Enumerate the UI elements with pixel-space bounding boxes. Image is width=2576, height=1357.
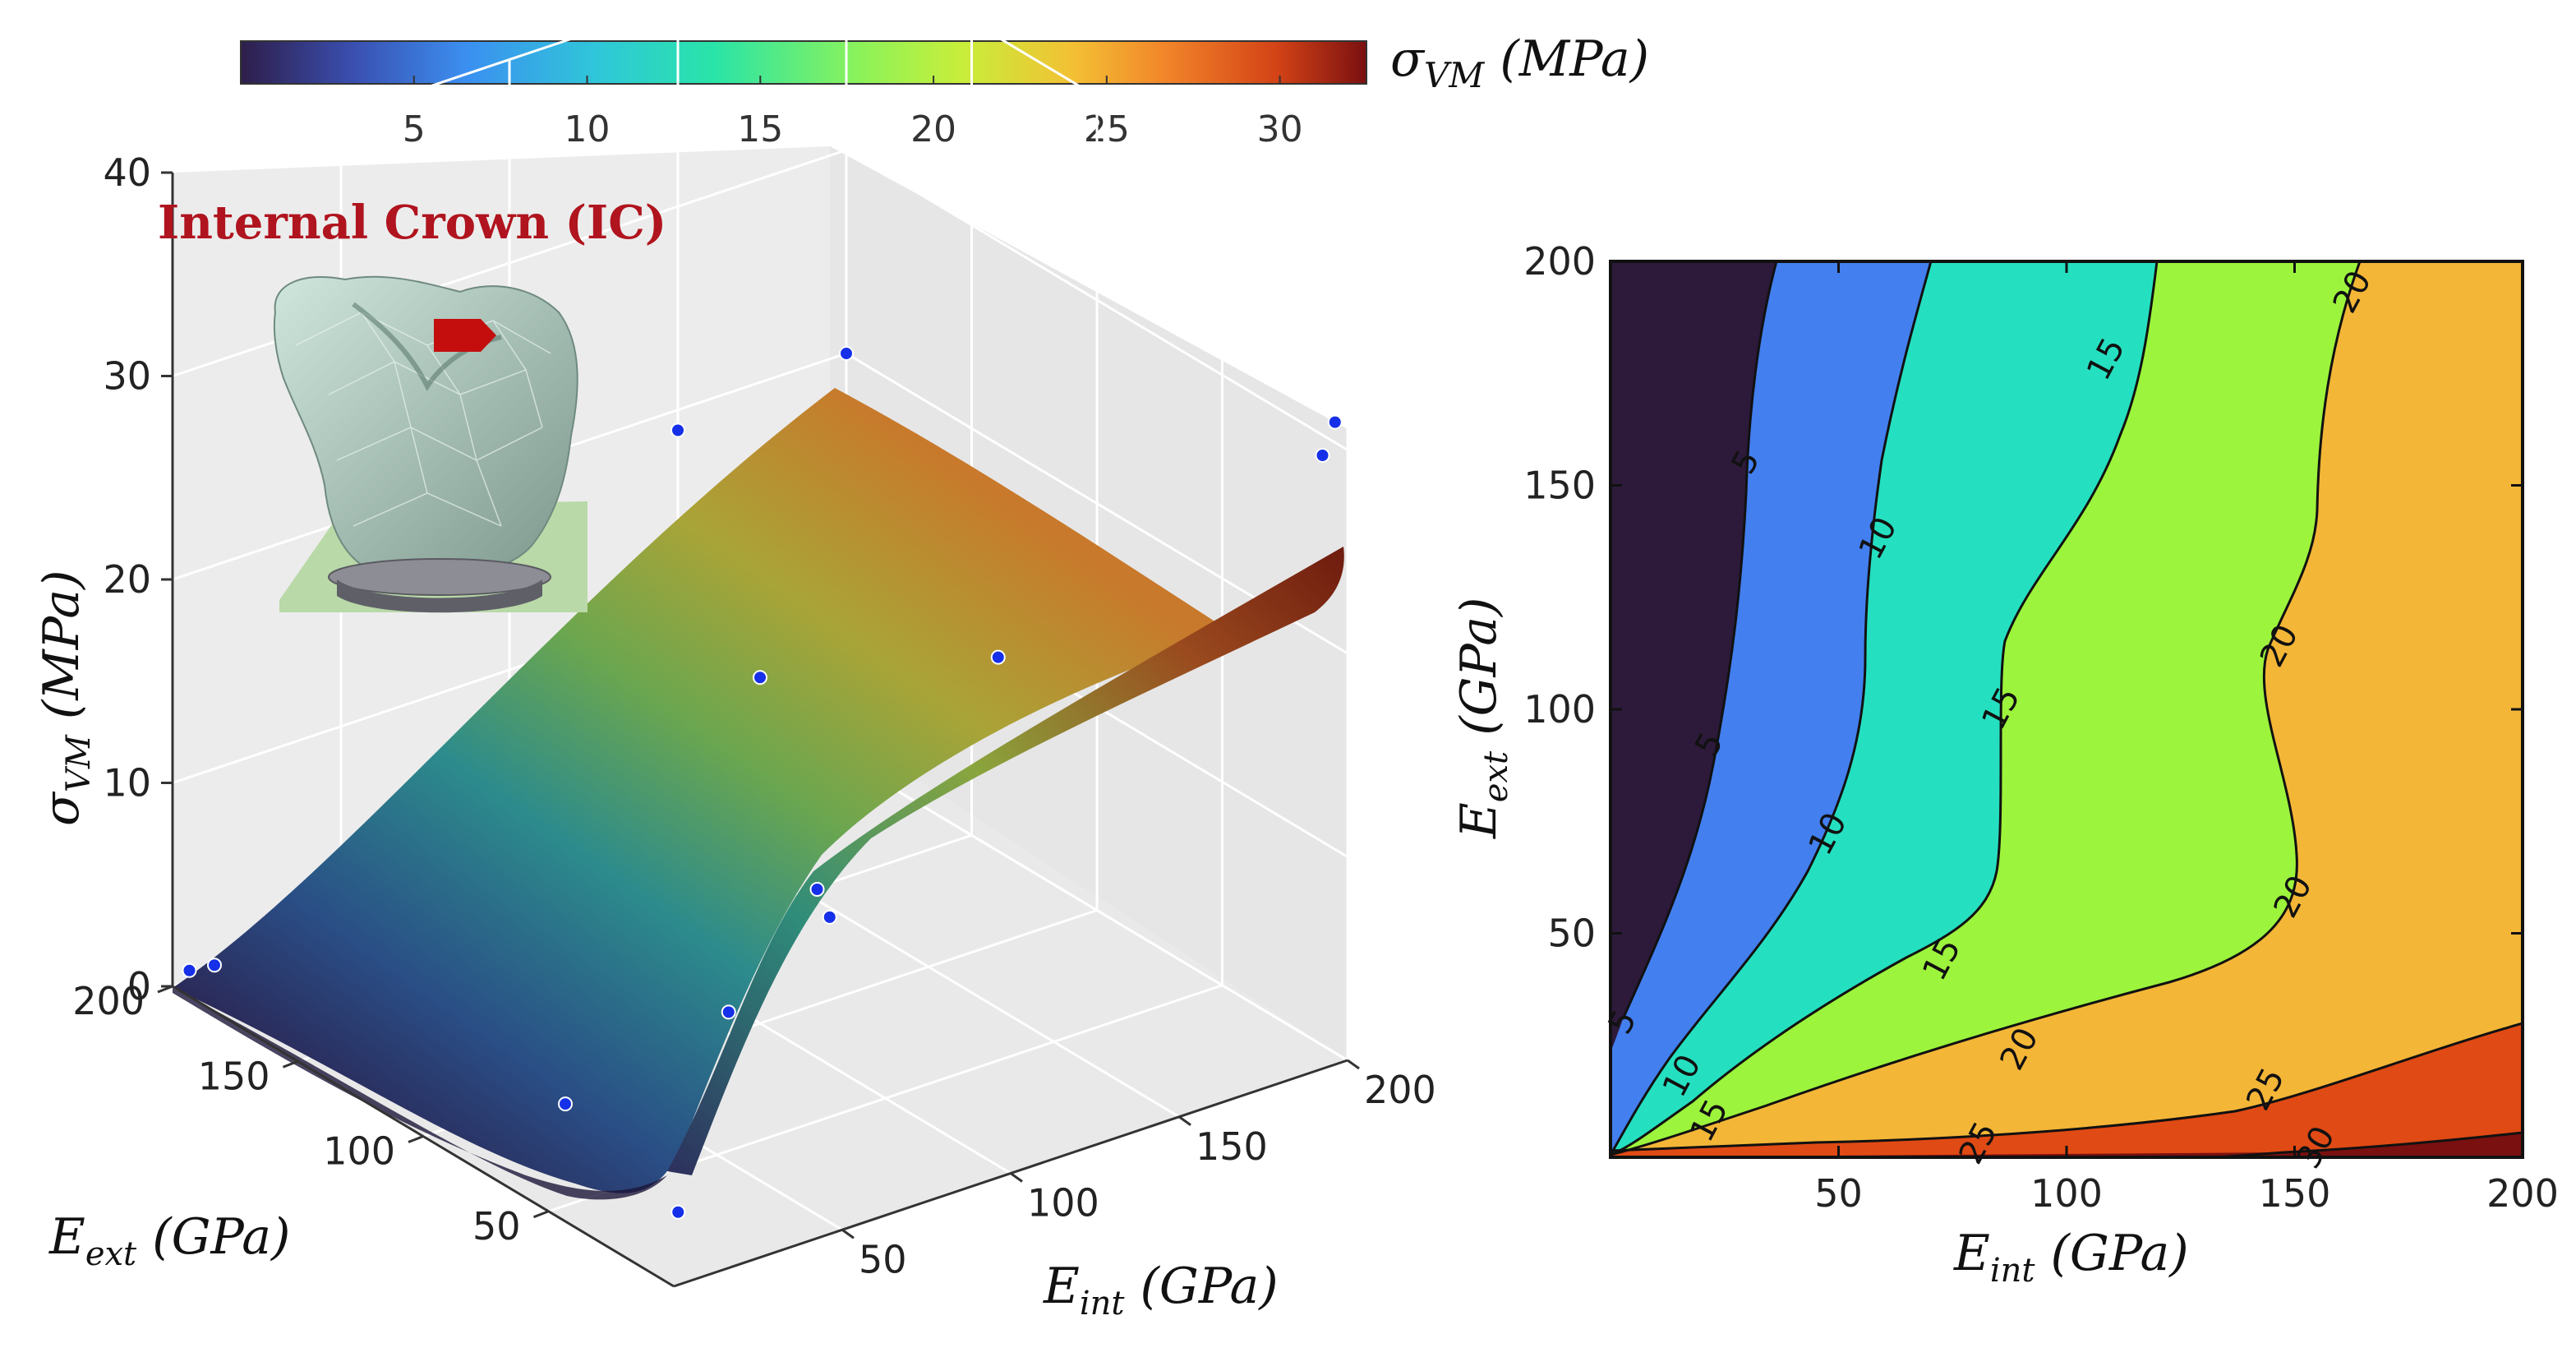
surface-data-point	[753, 670, 767, 685]
x-tick-label: 150	[1196, 1124, 1268, 1169]
inset: Internal Crown (IC)	[158, 196, 666, 613]
contour-y-tick-label: 150	[1523, 464, 1596, 508]
y-axis-label-3d-sub: ext	[85, 1235, 137, 1273]
contour-line-20	[1611, 261, 2362, 1156]
y-tick-label: 200	[72, 979, 145, 1023]
x-axis-label-3d-symbol: E	[1043, 1258, 1080, 1315]
x-tick-label: 50	[859, 1237, 907, 1281]
marker-arrow-icon	[434, 319, 496, 352]
surface-data-point	[207, 958, 222, 973]
tooth-crown	[273, 275, 578, 579]
surface-ridge	[667, 547, 1344, 1175]
contour-x-tick-label: 50	[1814, 1171, 1863, 1216]
y-axis-label-contour-sub: ext	[1477, 750, 1515, 802]
colorbar-tick-label: 10	[565, 108, 611, 150]
contour-x-tick-label: 100	[2030, 1171, 2103, 1216]
inset-title: Internal Crown (IC)	[158, 196, 666, 250]
surface-data-point	[1315, 448, 1330, 463]
surface-data-point	[721, 1004, 736, 1020]
y-axis-label-contour-unit: (GPa)	[1450, 598, 1508, 751]
x-axis-label-contour-unit: (GPa)	[2035, 1225, 2188, 1282]
y-axis-label-3d-symbol: E	[48, 1208, 85, 1266]
surface-data-point	[670, 1204, 686, 1220]
z-axis-label-symbol: σ	[33, 791, 90, 826]
z-axis-label: σVM (MPa)	[33, 570, 98, 826]
contour-y-tick-label: 50	[1547, 912, 1596, 956]
contour-line-10	[1611, 261, 1933, 1156]
surface-data-point	[670, 422, 685, 438]
surface-data-point	[1327, 414, 1343, 430]
y-tick-label: 50	[472, 1204, 521, 1249]
x-tick-mark	[841, 1229, 855, 1239]
x-axis-label-contour-sub: int	[1990, 1252, 2036, 1290]
surface-data-point	[990, 649, 1006, 665]
x-tick-mark	[1347, 1059, 1360, 1070]
y-tick-mark	[532, 1210, 550, 1219]
z-tick-label: 20	[103, 557, 151, 602]
contour-line-25	[1611, 1022, 2523, 1152]
contour-x-tick-label: 200	[2486, 1171, 2559, 1216]
y-tick-label: 150	[198, 1054, 270, 1098]
tooth-model-image	[273, 275, 588, 613]
contour-region-0	[1611, 261, 1776, 1052]
x-tick-mark	[1178, 1115, 1191, 1126]
contour-ticks: 50 100 150 200 50 100 150 200	[1523, 239, 2559, 1216]
z-tick-label: 10	[103, 761, 151, 805]
x-axis-label-contour-symbol: E	[1953, 1225, 1990, 1282]
z-tick-label: 30	[103, 354, 151, 399]
surface-data-point	[558, 1096, 573, 1112]
z-axis-label-unit: (MPa)	[33, 570, 90, 735]
z-tick-label: 40	[103, 150, 151, 195]
x-axis-label-contour: Eint (GPa)	[1953, 1225, 2189, 1290]
contour-lines	[1611, 261, 2523, 1157]
contour-x-tick-label: 150	[2259, 1171, 2331, 1216]
contour-line-30	[2218, 1131, 2523, 1157]
surface-data-point	[809, 882, 825, 897]
colorbar-label-symbol: σ	[1390, 30, 1426, 88]
colorbar-label: σVM (MPa)	[1390, 30, 1649, 95]
y-tick-mark	[408, 1135, 424, 1143]
surface-data-points	[182, 346, 1343, 1220]
y-axis-label-contour: Eext (GPa)	[1450, 598, 1515, 839]
x-tick-mark	[1010, 1172, 1023, 1183]
y-tick-label: 100	[323, 1129, 395, 1174]
contour-line-15	[1611, 261, 2159, 1156]
colorbar-label-unit: (MPa)	[1484, 30, 1649, 88]
contour-line-5	[1621, 261, 1778, 1020]
colorbar-tick-label: 30	[1257, 108, 1303, 150]
colorbar-tick-label: 20	[910, 108, 956, 150]
colorbar-label-sub: VM	[1424, 55, 1485, 95]
tooth-root-ring	[337, 579, 542, 613]
x-axis-label-3d: Eint (GPa)	[1043, 1258, 1279, 1322]
x-axis-label-3d-sub: int	[1080, 1285, 1126, 1322]
x-axis-label-3d-unit: (GPa)	[1124, 1258, 1278, 1315]
tooth-mesh-lines	[295, 312, 551, 527]
contour-fills	[1611, 261, 2523, 1157]
colorbar: 5 10 15 20 25 30 σVM (MPa)	[240, 30, 1649, 150]
z-tick-label: 0	[127, 964, 151, 1009]
surface-data-point	[839, 346, 854, 361]
surface-main	[173, 388, 1233, 1193]
y-tick-mark	[157, 985, 173, 994]
y-tick-mark	[282, 1059, 299, 1069]
tooth-collar	[328, 558, 551, 596]
surface-data-point	[182, 962, 197, 978]
colorbar-gradient	[240, 40, 1367, 85]
surface-data-point	[822, 909, 837, 925]
contour-y-tick-label: 100	[1523, 687, 1596, 732]
colorbar-tick-label: 15	[737, 108, 783, 150]
colorbar-tick-label: 25	[1084, 108, 1130, 150]
y-axis-label-3d-unit: (GPa)	[136, 1208, 290, 1266]
colorbar-tick-label: 5	[403, 108, 426, 150]
contour-y-tick-label: 200	[1523, 239, 1596, 284]
z-axis-label-sub: VM	[60, 734, 98, 792]
y-axis-label-3d: Eext (GPa)	[48, 1208, 290, 1273]
surface-ticks: 0 10 20 30 40 50 100 150 200 50 100 150 200	[72, 150, 1436, 1281]
x-tick-label: 200	[1364, 1068, 1436, 1112]
x-tick-label: 100	[1027, 1181, 1099, 1225]
colorbar-ticks: 5 10 15 20 25 30	[403, 76, 1303, 150]
y-axis-label-contour-symbol: E	[1450, 802, 1508, 839]
